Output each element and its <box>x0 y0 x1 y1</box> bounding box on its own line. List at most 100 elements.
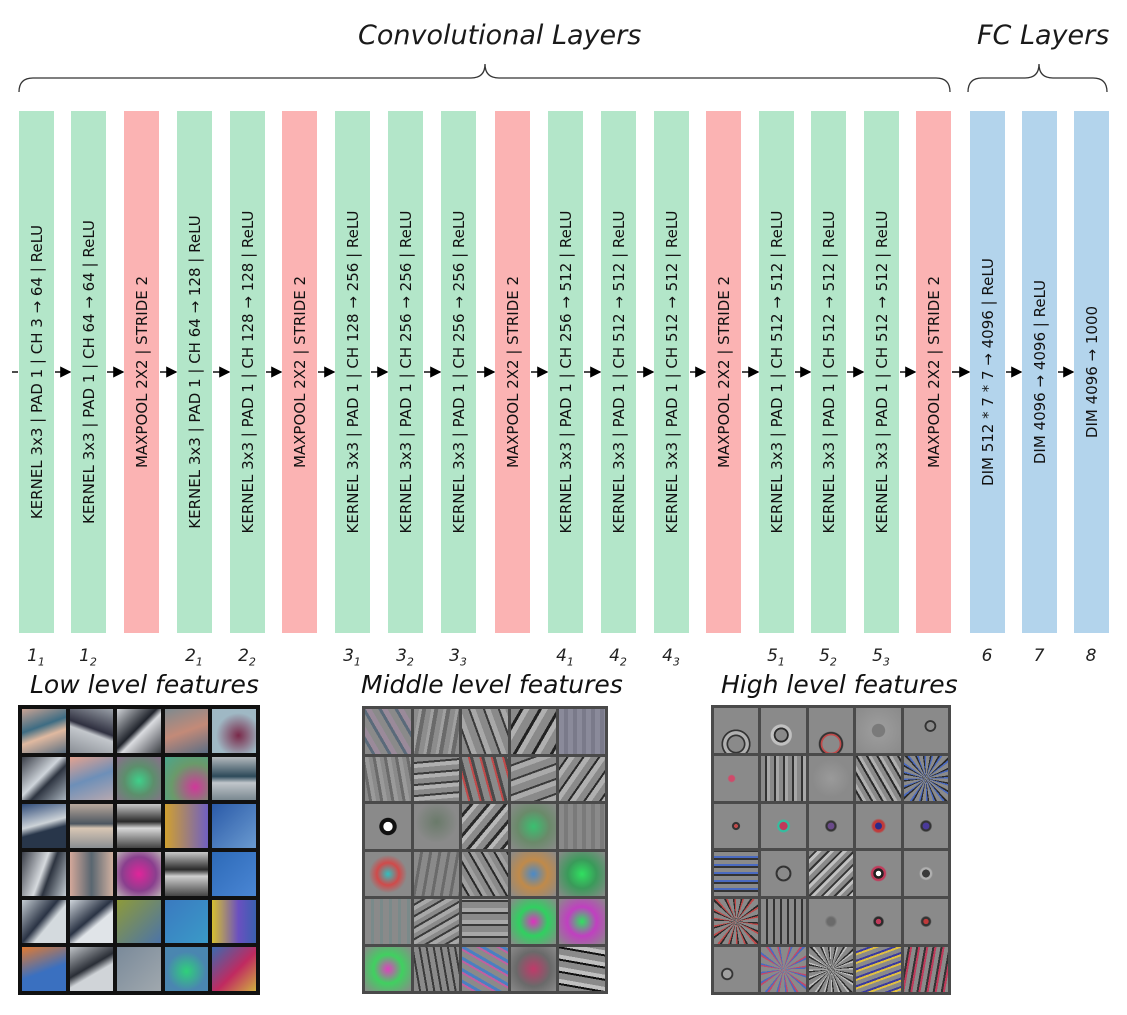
layer-1-index: 11 <box>16 646 56 668</box>
low-filter-cell <box>164 804 209 848</box>
layer-8-conv: KERNEL 3x3 | PAD 1 | CH 256 → 256 | ReLU <box>388 111 423 633</box>
high-filter-cell <box>903 803 948 849</box>
low-filter-cell <box>117 899 161 944</box>
layer-6-pool: MAXPOOL 2X2 | STRIDE 2 <box>282 111 317 633</box>
low-filter-cell <box>117 756 161 801</box>
layer-index-number: 6 <box>981 646 993 666</box>
layer-13-index: 43 <box>651 646 691 668</box>
layer-7-index: 31 <box>332 646 372 668</box>
high-features-title: High level features <box>721 670 958 699</box>
mid-filter-cell <box>510 899 557 944</box>
layer-9-label: KERNEL 3x3 | PAD 1 | CH 256 → 256 | ReLU <box>449 210 468 534</box>
layer-12-conv: KERNEL 3x3 | PAD 1 | CH 512 → 512 | ReLU <box>601 111 636 633</box>
layer-20-index: 7 <box>1019 646 1059 666</box>
low-filter-cell <box>164 899 209 944</box>
low-filter-cell <box>69 756 114 801</box>
layer-index-subscript: 1 <box>195 655 203 669</box>
layer-index-number: 7 <box>1033 646 1045 666</box>
low-filter-cell <box>212 947 256 991</box>
layer-index-number: 3 <box>343 646 354 666</box>
middle-features-image <box>362 706 608 994</box>
layer-19-label: DIM 512 * 7 * 7 → 4096 | ReLU <box>978 258 997 486</box>
high-filter-cell <box>808 755 854 801</box>
low-filter-cell <box>117 709 161 753</box>
mid-filter-cell <box>413 851 460 896</box>
mid-filter-cell <box>559 709 605 754</box>
mid-filter-cell <box>510 709 557 754</box>
layer-index-subscript: 2 <box>406 655 414 669</box>
high-filter-cell <box>856 803 901 849</box>
high-filter-cell <box>903 708 948 753</box>
mid-filter-cell <box>413 804 460 849</box>
low-filter-cell <box>212 756 256 801</box>
mid-filter-cell <box>510 851 557 896</box>
mid-filter-cell <box>462 804 508 849</box>
mid-filter-cell <box>365 804 411 849</box>
layer-index-subscript: 2 <box>248 655 256 669</box>
low-filter-cell <box>22 709 66 753</box>
layer-20-fc: DIM 4096 → 4096 | ReLU <box>1022 111 1057 633</box>
mid-filter-cell <box>365 851 411 896</box>
high-filter-cell <box>761 947 806 992</box>
layer-11-index: 41 <box>545 646 585 668</box>
layer-index-subscript: 1 <box>566 655 574 669</box>
high-filter-cell <box>903 899 948 945</box>
mid-filter-cell <box>559 946 605 991</box>
low-filter-cell <box>69 899 114 944</box>
layer-13-label: KERNEL 3x3 | PAD 1 | CH 512 → 512 | ReLU <box>662 210 681 534</box>
layer-13-conv: KERNEL 3x3 | PAD 1 | CH 512 → 512 | ReLU <box>654 111 689 633</box>
layer-index-subscript: 3 <box>882 655 890 669</box>
mid-filter-cell <box>510 756 557 801</box>
layer-2-conv: KERNEL 3x3 | PAD 1 | CH 64 → 64 | ReLU <box>71 111 106 633</box>
architecture-connectors <box>12 63 1108 378</box>
mid-filter-cell <box>559 804 605 849</box>
high-filter-cell <box>714 803 759 849</box>
layer-index-number: 4 <box>556 646 567 666</box>
layer-4-label: KERNEL 3x3 | PAD 1 | CH 64 → 128 | ReLU <box>185 215 204 529</box>
layer-21-label: DIM 4096 → 1000 <box>1082 305 1101 439</box>
layer-16-index: 52 <box>808 646 848 668</box>
high-filter-cell <box>714 947 759 992</box>
low-filter-cell <box>69 947 114 991</box>
low-filter-cell <box>212 804 256 848</box>
low-filter-cell <box>22 756 66 801</box>
layer-index-number: 1 <box>27 646 38 666</box>
low-filter-cell <box>164 852 209 896</box>
mid-filter-cell <box>365 899 411 944</box>
mid-filter-cell <box>462 851 508 896</box>
layer-15-label: KERNEL 3x3 | PAD 1 | CH 512 → 512 | ReLU <box>767 210 786 534</box>
high-filter-cell <box>761 803 806 849</box>
layer-17-label: KERNEL 3x3 | PAD 1 | CH 512 → 512 | ReLU <box>872 210 891 534</box>
layer-21-index: 8 <box>1071 646 1111 666</box>
high-filter-cell <box>808 899 854 945</box>
layer-index-number: 3 <box>396 646 407 666</box>
low-filter-cell <box>22 804 66 848</box>
layer-10-label: MAXPOOL 2X2 | STRIDE 2 <box>503 275 522 469</box>
high-filter-cell <box>856 899 901 945</box>
layer-index-number: 4 <box>662 646 673 666</box>
mid-filter-cell <box>413 899 460 944</box>
layer-9-index: 33 <box>438 646 478 668</box>
layer-16-label: KERNEL 3x3 | PAD 1 | CH 512 → 512 | ReLU <box>819 210 838 534</box>
high-filter-cell <box>761 708 806 753</box>
high-filter-cell <box>808 803 854 849</box>
layer-9-conv: KERNEL 3x3 | PAD 1 | CH 256 → 256 | ReLU <box>441 111 476 633</box>
low-filter-cell <box>69 709 114 753</box>
mid-filter-cell <box>462 946 508 991</box>
layer-index-number: 5 <box>819 646 830 666</box>
layer-6-label: MAXPOOL 2X2 | STRIDE 2 <box>290 275 309 469</box>
layer-1-label: KERNEL 3x3 | PAD 1 | CH 3 → 64 | ReLU <box>27 224 46 520</box>
mid-filter-cell <box>510 946 557 991</box>
high-filter-cell <box>856 851 901 897</box>
layer-3-pool: MAXPOOL 2X2 | STRIDE 2 <box>124 111 159 633</box>
high-filter-cell <box>808 708 854 753</box>
layer-19-fc: DIM 512 * 7 * 7 → 4096 | ReLU <box>970 111 1005 633</box>
low-filter-cell <box>164 947 209 991</box>
high-filter-cell <box>761 755 806 801</box>
layer-7-label: KERNEL 3x3 | PAD 1 | CH 128 → 256 | ReLU <box>343 210 362 534</box>
layer-15-conv: KERNEL 3x3 | PAD 1 | CH 512 → 512 | ReLU <box>759 111 794 633</box>
low-features-title: Low level features <box>30 670 259 699</box>
layer-index-subscript: 3 <box>672 655 680 669</box>
high-filter-cell <box>761 899 806 945</box>
high-filter-cell <box>856 755 901 801</box>
